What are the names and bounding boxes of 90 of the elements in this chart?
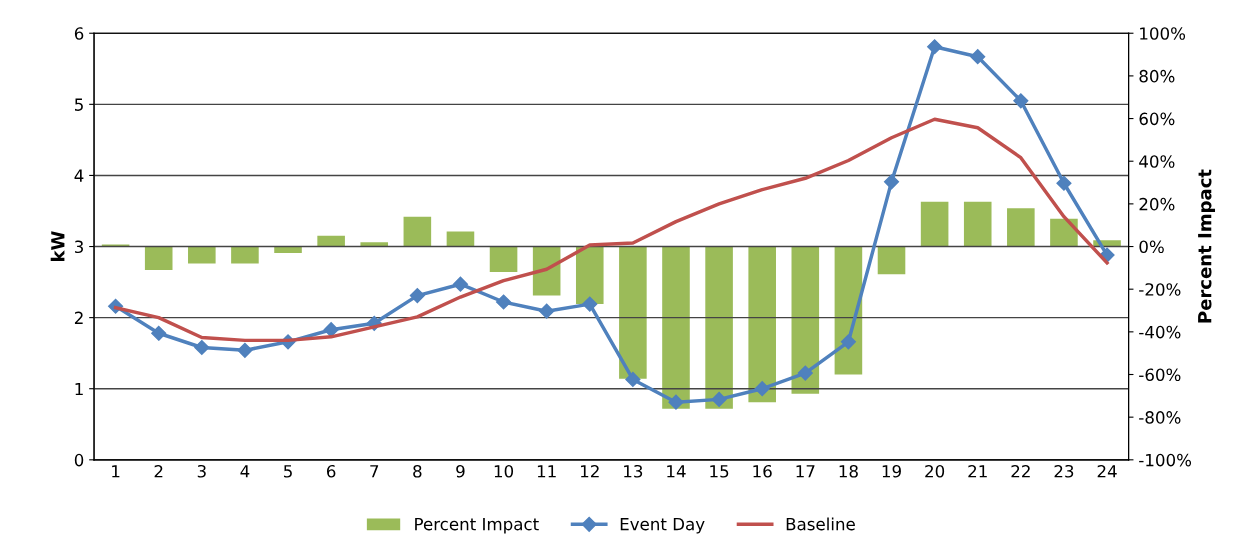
- y2-tick-label: -80%: [1139, 411, 1181, 424]
- x-tick-label: 20: [925, 464, 945, 478]
- y-tick-label: 5: [75, 98, 83, 111]
- bar: [1007, 208, 1035, 247]
- point: [668, 394, 684, 410]
- point: [797, 365, 813, 381]
- y2-tick-label: -40%: [1139, 325, 1181, 339]
- bar: [877, 246, 906, 275]
- x-tick-label: 11: [537, 465, 556, 478]
- point: [323, 322, 339, 338]
- y-tick-label: 6: [74, 27, 84, 40]
- x-tick-label: 3: [197, 464, 206, 478]
- x-tick-label: 10: [494, 464, 514, 478]
- x-tick-label: 24: [1097, 464, 1117, 478]
- x-tick-label: 8: [413, 464, 422, 478]
- bar: [920, 201, 949, 247]
- y2-tick-label: 0%: [1139, 240, 1164, 254]
- bar: [188, 246, 216, 264]
- bar: [963, 201, 992, 247]
- bar: [705, 246, 733, 409]
- x-tick-label: 4: [240, 465, 250, 478]
- y2-tick-label: 40%: [1139, 155, 1175, 168]
- point: [452, 276, 469, 292]
- bar: [834, 246, 863, 375]
- bar: [144, 246, 173, 270]
- point: [582, 296, 598, 312]
- point: [970, 49, 986, 65]
- point: [237, 342, 253, 358]
- bar: [274, 246, 302, 253]
- point: [927, 39, 943, 55]
- x-tick-label: 19: [882, 464, 901, 478]
- x-tick-label: 22: [1011, 464, 1030, 478]
- x-tick-label: 7: [370, 465, 379, 478]
- x-tick-label: 6: [327, 464, 336, 478]
- x-tick-label: 2: [154, 464, 163, 478]
- point: [409, 288, 425, 304]
- bar: [748, 246, 776, 403]
- y-tick-label: 0: [74, 453, 84, 467]
- y-axis-title: kW: [50, 231, 65, 261]
- bar: [231, 246, 259, 264]
- x-tick-label: 12: [581, 464, 599, 478]
- bar: [662, 246, 690, 409]
- bar: [532, 246, 561, 296]
- x-tick-label: 23: [1054, 464, 1074, 478]
- y-tick-label: 2: [74, 311, 83, 324]
- y2-tick-label: 80%: [1139, 69, 1175, 83]
- x-tick-label: 5: [284, 465, 292, 478]
- y2-tick-label: -100%: [1139, 453, 1192, 467]
- bar: [489, 246, 518, 273]
- bar: [446, 231, 475, 247]
- x-tick-label: 1: [112, 465, 120, 478]
- bar: [101, 244, 130, 247]
- point: [194, 339, 210, 356]
- point: [754, 381, 770, 397]
- y2-tick-label: -20%: [1139, 283, 1181, 296]
- y2-tick-label: -60%: [1139, 368, 1181, 382]
- y2-tick-label: 60%: [1139, 112, 1175, 126]
- point: [495, 294, 512, 310]
- y2-axis-title: Percent Impact: [1198, 169, 1216, 323]
- y-tick-label: 3: [74, 240, 83, 254]
- y2-tick-label: 20%: [1139, 197, 1175, 211]
- y-tick-label: 1: [75, 382, 83, 396]
- x-tick-label: 16: [753, 464, 772, 478]
- point: [1013, 93, 1029, 109]
- x-tick-label: 15: [710, 465, 729, 478]
- point: [539, 303, 555, 319]
- point: [840, 334, 856, 350]
- point: [883, 174, 900, 190]
- bar: [360, 242, 389, 247]
- x-tick-label: 21: [968, 464, 987, 478]
- x-tick-label: 13: [624, 464, 643, 478]
- bar: [317, 235, 345, 247]
- legend-label: Event Day: [620, 517, 705, 534]
- y2-tick-label: 100%: [1140, 27, 1186, 40]
- point: [711, 391, 727, 407]
- point: [151, 325, 167, 341]
- bar: [403, 216, 432, 247]
- point: [1056, 175, 1072, 191]
- bar: [1050, 218, 1078, 247]
- bar: [575, 246, 604, 305]
- bar: [791, 246, 820, 394]
- x-tick-label: 9: [456, 464, 465, 478]
- legend-label: Baseline: [786, 517, 855, 531]
- x-tick-label: 18: [839, 464, 858, 478]
- x-tick-label: 14: [667, 465, 686, 478]
- y-tick-label: 4: [74, 169, 84, 182]
- x-tick-label: 17: [796, 465, 815, 478]
- legend-label: Percent Impact: [415, 517, 539, 534]
- bar: [619, 246, 647, 379]
- point: [625, 371, 641, 388]
